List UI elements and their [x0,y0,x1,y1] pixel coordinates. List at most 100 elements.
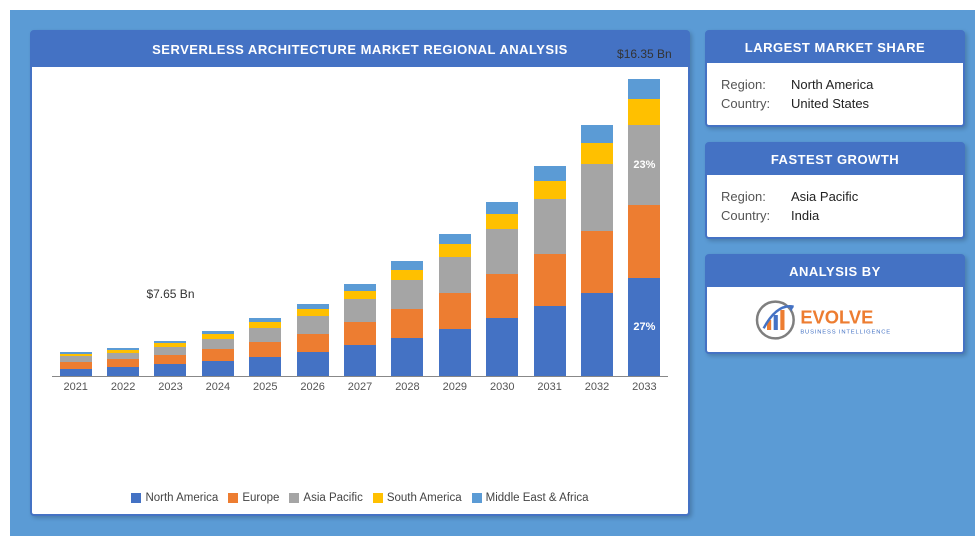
bar-stack [202,331,234,376]
bar-segment [344,284,376,291]
legend-label: Middle East & Africa [486,492,589,504]
x-label: 2022 [99,381,146,393]
bar-segment [581,143,613,165]
bar-group [384,261,431,376]
value: North America [791,77,873,92]
chart-legend: North AmericaEuropeAsia PacificSouth Ame… [32,486,688,514]
x-axis-labels: 2021202220232024202520262027202820292030… [52,377,668,393]
bar-segment [344,299,376,322]
value: Asia Pacific [791,189,858,204]
bar-segment [249,357,281,376]
bar-group [526,166,573,376]
pct-label: 23% [633,159,655,171]
bar-segment [581,164,613,231]
bars-container: $7.65 Bn27%23%$16.35 Bn [52,77,668,377]
largest-share-title: LARGEST MARKET SHARE [707,32,963,63]
bar-group [479,202,526,376]
bar-segment [344,291,376,300]
bar-stack [60,352,92,376]
legend-item: Europe [228,492,279,504]
bar-group [573,125,620,376]
x-label: 2026 [289,381,336,393]
bar-segment [344,345,376,376]
label: Region: [721,77,791,92]
bar-group: $7.65 Bn [147,341,194,376]
brand-text: EVOLVE [800,306,873,327]
analysis-by-panel: ANALYSIS BY EVOLVE BUSINESS INTELLIGENCE [705,254,965,354]
bar-group [289,304,336,376]
bar-segment [154,355,186,364]
bar-segment [486,318,518,376]
bar-segment [628,205,660,278]
value: India [791,208,819,223]
bar-group: 27%23%$16.35 Bn [621,79,668,376]
legend-swatch [472,493,482,503]
callout: $7.65 Bn [146,287,194,301]
bar-segment [60,362,92,369]
bar-segment [107,353,139,360]
bar-stack [486,202,518,376]
analysis-by-title: ANALYSIS BY [707,256,963,287]
bar-segment [391,270,423,281]
bar-segment [202,361,234,376]
bar-stack [297,304,329,376]
bar-stack [581,125,613,376]
bar-segment [391,309,423,338]
legend-item: South America [373,492,462,504]
x-label: 2032 [573,381,620,393]
bar-group [99,348,146,376]
x-label: 2030 [479,381,526,393]
label: Country: [721,96,791,111]
pct-label: 27% [633,321,655,333]
bar-segment [154,364,186,376]
x-label: 2028 [384,381,431,393]
bar-segment [486,229,518,274]
bar-segment [154,347,186,355]
legend-swatch [289,493,299,503]
legend-item: Middle East & Africa [472,492,589,504]
bar-segment [534,181,566,199]
bar-group [52,352,99,376]
bar-segment [439,257,471,293]
x-label: 2023 [147,381,194,393]
page-root: SERVERLESS ARCHITECTURE MARKET REGIONAL … [10,10,975,536]
bar-segment [202,339,234,350]
legend-swatch [131,493,141,503]
legend-label: North America [145,492,218,504]
bar-segment [439,244,471,257]
x-label: 2027 [336,381,383,393]
bar-segment [534,254,566,306]
bar-segment [297,334,329,352]
tagline-text: BUSINESS INTELLIGENCE [800,329,891,335]
bar-group [242,318,289,376]
label: Region: [721,189,791,204]
bar-stack [107,348,139,376]
fastest-growth-title: FASTEST GROWTH [707,144,963,175]
bar-segment [581,125,613,143]
legend-swatch [373,493,383,503]
bar-segment [581,293,613,376]
largest-share-region-row: Region: North America [721,77,949,92]
bar-stack [249,318,281,376]
bar-segment [628,99,660,125]
x-label: 2021 [52,381,99,393]
bar-segment [486,274,518,317]
bar-segment [202,349,234,361]
value: United States [791,96,869,111]
bar-segment [249,342,281,357]
bar-segment [534,306,566,376]
side-panels: LARGEST MARKET SHARE Region: North Ameri… [705,30,965,516]
bar-group [336,284,383,376]
bar-segment [107,367,139,376]
bar-segment [439,329,471,377]
x-label: 2029 [431,381,478,393]
bar-group [194,331,241,376]
fastest-growth-panel: FASTEST GROWTH Region: Asia Pacific Coun… [705,142,965,239]
bar-stack [344,284,376,376]
legend-swatch [228,493,238,503]
bar-stack [391,261,423,376]
chart-panel: SERVERLESS ARCHITECTURE MARKET REGIONAL … [30,30,690,516]
bar-segment [297,309,329,316]
evolve-logo-icon: EVOLVE BUSINESS INTELLIGENCE [752,295,919,345]
bar-segment [391,261,423,269]
